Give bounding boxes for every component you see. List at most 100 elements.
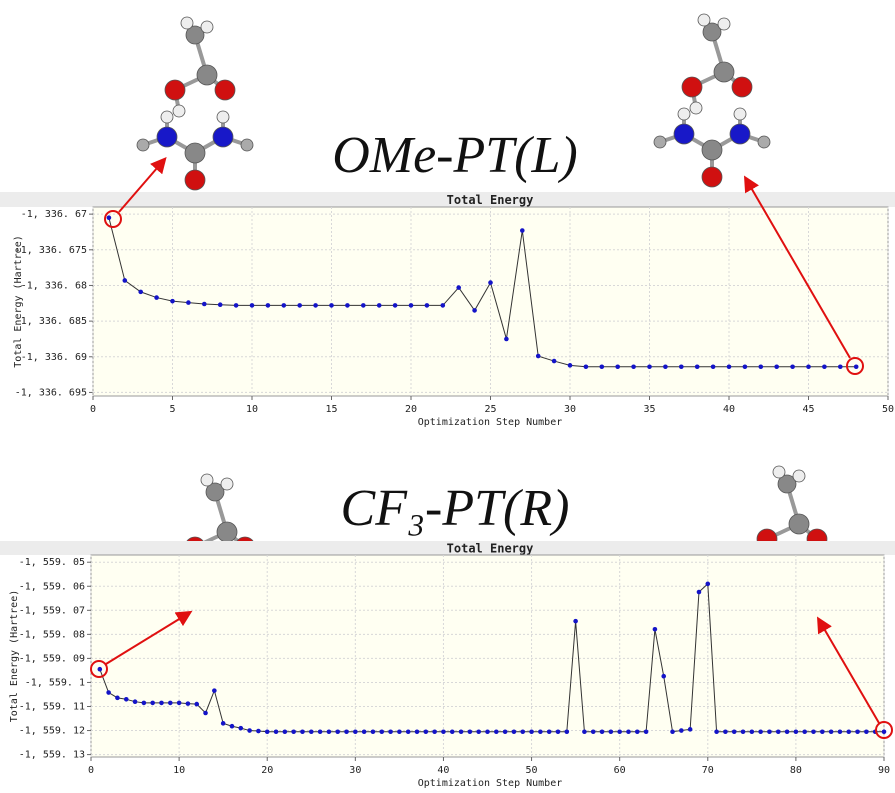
atom [701,166,723,188]
data-point [186,300,191,305]
data-point [705,581,711,587]
data-point [441,729,446,735]
data-point [203,710,208,716]
atom [156,126,178,148]
data-point [881,729,887,735]
data-point [520,729,526,735]
data-point [176,700,182,706]
data-point [679,364,684,370]
data-point [329,303,334,308]
arrow [118,156,167,213]
x-tick-label: 45 [802,404,814,415]
data-point [538,729,543,735]
data-point [297,303,303,308]
highlight-circle [90,660,108,678]
data-point [775,729,781,735]
y-tick-label: -1, 559. 05 [19,557,85,568]
data-point [846,729,852,735]
atom [772,465,786,479]
data-point [740,729,746,735]
data-point [247,728,252,733]
y-tick-label: -1, 336. 685 [15,316,87,327]
data-point [370,729,376,735]
data-point [138,289,143,295]
data-point [567,363,573,368]
data-point [529,729,534,735]
data-point [392,303,398,308]
molecule [653,13,771,188]
data-point [170,298,175,304]
data-point [714,729,719,735]
y-tick-label: -1, 559. 13 [19,750,85,761]
atom [172,104,186,118]
data-point [256,728,261,734]
atom [200,473,214,487]
data-point [828,729,834,735]
data-point [313,303,318,308]
data-point [122,278,128,283]
data-point [423,729,429,735]
data-point [233,303,239,308]
data-point [97,666,103,672]
data-point [229,723,235,729]
data-point [731,729,737,735]
data-point [758,364,764,370]
data-point [405,729,411,735]
data-point [806,364,811,370]
atom [733,107,747,121]
chart: OMe-PT(L) Total Energy -1, 336. 67 -1, 336.… [0,127,895,428]
y-tick-label: -1, 336. 68 [21,280,87,291]
data-point [583,364,589,370]
data-point [335,729,341,735]
data-point [154,295,159,300]
x-tick-label: 10 [173,765,185,776]
atom [729,123,751,145]
atom [731,76,753,98]
x-tick-label: 5 [169,404,175,415]
atom [701,139,723,161]
data-point [504,336,509,342]
data-point [634,729,640,735]
atom [212,126,234,148]
data-point [123,696,129,702]
data-point [472,308,477,313]
atom [180,16,194,30]
x-tick-label: 15 [325,404,337,415]
highlight-circle [846,357,864,375]
atom [697,13,711,27]
data-point [617,729,622,735]
data-point [132,699,138,704]
data-point [661,673,667,679]
chart-title: CF₃-PT(R) [341,480,570,537]
atom [702,22,722,42]
data-point [838,364,843,370]
data-point [564,729,570,735]
data-point [853,364,859,370]
data-point [449,729,455,735]
data-point [494,729,499,735]
data-point [202,301,207,307]
data-point [663,364,668,370]
atom [777,474,797,494]
atom [160,110,174,124]
data-point [467,729,473,735]
atom [184,142,206,164]
data-point [652,627,658,632]
data-point [194,701,200,707]
data-point [723,729,728,735]
data-point [749,729,755,735]
data-point [414,729,420,735]
data-point [608,729,614,735]
data-point [551,358,557,364]
data-point [485,729,490,735]
highlight-circle [104,210,122,228]
y-tick-label: -1, 559. 09 [19,653,85,664]
atom [216,521,238,543]
y-tick-label: -1, 336. 695 [15,387,87,398]
data-point [710,364,716,370]
atom [681,76,703,98]
title-bar [0,192,895,207]
data-point [273,729,279,735]
data-point [599,729,605,735]
data-point [308,729,314,735]
